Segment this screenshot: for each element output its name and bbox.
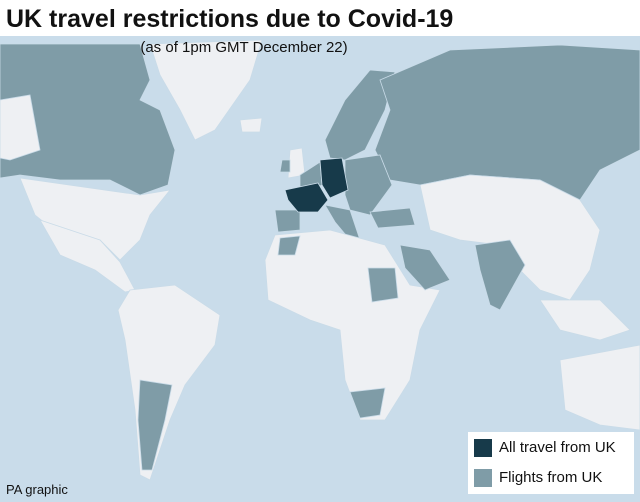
legend-swatch xyxy=(474,439,492,457)
legend-box xyxy=(468,432,634,494)
india xyxy=(474,239,526,311)
france xyxy=(284,182,329,213)
eastern-europe xyxy=(344,154,393,216)
alaska xyxy=(0,94,41,161)
credit: PA graphic xyxy=(6,482,68,497)
legend-label: Flights from UK xyxy=(499,469,602,486)
iberia xyxy=(274,209,301,233)
south-east-asia xyxy=(539,299,631,341)
land xyxy=(0,39,640,481)
header-bg xyxy=(0,0,640,36)
greenland xyxy=(149,39,263,141)
turkey xyxy=(369,207,416,229)
legend-label: All travel from UK xyxy=(499,439,616,456)
germany xyxy=(319,157,349,199)
saudi-arabia xyxy=(399,244,451,291)
title: UK travel restrictions due to Covid-19 xyxy=(6,5,453,33)
canada xyxy=(0,43,176,196)
australia xyxy=(559,344,640,431)
iceland xyxy=(239,117,263,133)
ireland xyxy=(279,159,291,173)
sudan xyxy=(367,267,399,303)
morocco xyxy=(277,235,301,256)
subtitle: (as of 1pm GMT December 22) xyxy=(140,39,347,56)
argentina xyxy=(137,379,173,471)
legend: All travel from UK Flights from UK xyxy=(474,439,616,487)
legend-swatch xyxy=(474,469,492,487)
south-africa xyxy=(349,387,386,419)
